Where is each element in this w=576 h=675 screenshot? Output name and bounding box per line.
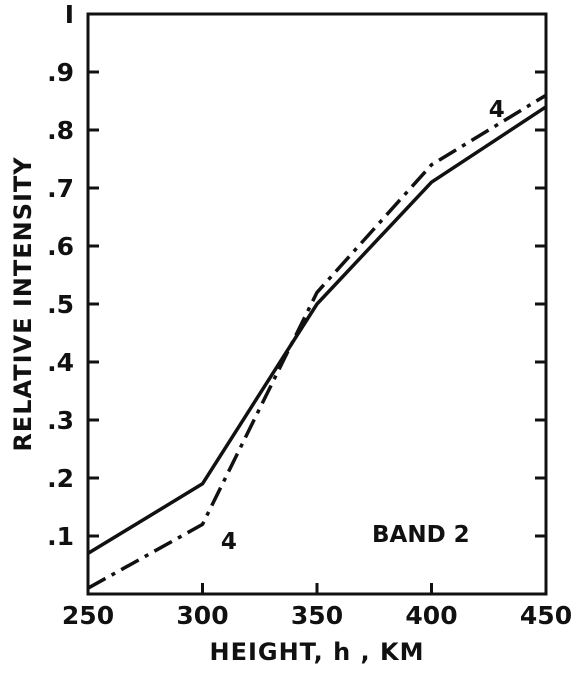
x-axis-label: HEIGHT, h , KM [209,638,424,666]
y-tick-label-0.7: .7 [47,174,74,203]
y-tick-label-0.1: .1 [47,522,74,551]
x-tick-label-250: 250 [62,601,114,630]
x-tick-label-450: 450 [520,601,572,630]
x-tick-label-400: 400 [405,601,457,630]
series-line-dash-dot [87,93,547,590]
y-tick-label-0.5: .5 [47,290,74,319]
y-tick-label-0.2: .2 [47,464,74,493]
x-tick-label-350: 350 [291,601,343,630]
curve-label-1: 4 [489,97,505,123]
y-tick-label-0.9: .9 [47,58,74,87]
panel-label: BAND 2 [372,522,470,548]
series-group [87,93,547,590]
x-tick-label-300: 300 [176,601,228,630]
y-axis-label: RELATIVE INTENSITY [9,156,37,451]
y-tick-label-0.8: .8 [47,116,74,145]
axis-ticks [86,12,548,594]
curve-label-0: 4 [221,529,237,555]
y-tick-label-0.6: .6 [47,232,74,261]
series-line-solid [87,105,547,555]
y-tick-label-0.3: .3 [47,406,74,435]
tick-labels: 250 300 350 400 450 .1 .2 .3 .4 .5 .6 .7 .8 .9 I [47,0,572,630]
y-tick-label-0.4: .4 [47,348,74,377]
annotations: 44 [221,97,505,555]
y-tick-label-1: I [65,0,74,29]
